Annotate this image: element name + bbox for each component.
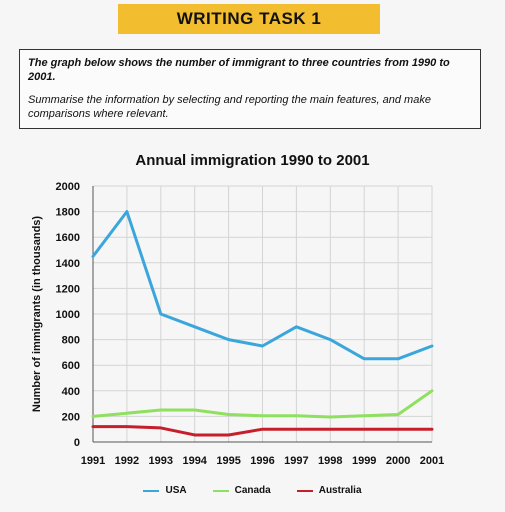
- x-tick-label: 1996: [250, 455, 274, 467]
- x-tick-labels: 1991 1992 1993 1994 1995 1996 1997 1998 1999 2000…: [81, 455, 444, 467]
- legend-swatch: [143, 489, 160, 492]
- x-tick-label: 1993: [149, 455, 173, 467]
- y-tick-labels: 0 200 400 600 800 1000 1200 1400 1600 1800 2000: [56, 181, 80, 449]
- title-banner: WRITING TASK 1: [118, 4, 380, 34]
- legend-item-australia: Australia: [296, 485, 362, 496]
- task-prompt: The graph below shows the number of immi…: [28, 57, 450, 83]
- x-tick-label: 2000: [386, 455, 410, 467]
- y-tick-label: 0: [74, 437, 80, 449]
- legend-label: Australia: [318, 485, 362, 496]
- y-tick-label: 400: [62, 386, 80, 398]
- task-prompt-box: The graph below shows the number of immi…: [19, 49, 481, 129]
- x-tick-label: 1999: [352, 455, 376, 467]
- x-tick-label: 1994: [182, 455, 207, 467]
- y-tick-label: 1400: [56, 258, 80, 270]
- legend-swatch: [212, 489, 229, 492]
- x-tick-label: 1992: [115, 455, 139, 467]
- x-tick-label: 2001: [420, 455, 444, 467]
- y-tick-label: 1800: [56, 207, 80, 219]
- y-tick-label: 1200: [56, 283, 80, 295]
- legend-swatch: [296, 489, 313, 492]
- legend-item-usa: USA: [143, 485, 187, 496]
- y-tick-label: 2000: [56, 181, 80, 193]
- chart-legend: USA Canada Australia: [0, 485, 505, 496]
- legend-item-canada: Canada: [212, 485, 271, 496]
- y-tick-label: 1000: [56, 309, 80, 321]
- x-tick-label: 1991: [81, 455, 105, 467]
- legend-label: USA: [165, 485, 187, 496]
- task-instructions: Summarise the information by selecting a…: [28, 94, 431, 120]
- chart-title: Annual immigration 1990 to 2001: [135, 152, 370, 169]
- x-tick-label: 1995: [216, 455, 240, 467]
- banner-label: WRITING TASK 1: [176, 9, 322, 28]
- chart-grid: [92, 185, 433, 443]
- x-tick-label: 1997: [284, 455, 308, 467]
- chart-axes: [92, 186, 432, 443]
- y-tick-label: 800: [62, 335, 80, 347]
- y-tick-label: 600: [62, 360, 80, 372]
- y-tick-label: 200: [62, 411, 80, 423]
- chart-series: [91, 210, 434, 437]
- legend-label: Canada: [234, 485, 271, 496]
- y-tick-label: 1600: [56, 232, 80, 244]
- y-axis-label: Number of immigrants (in thousands): [31, 216, 43, 413]
- x-tick-label: 1998: [318, 455, 342, 467]
